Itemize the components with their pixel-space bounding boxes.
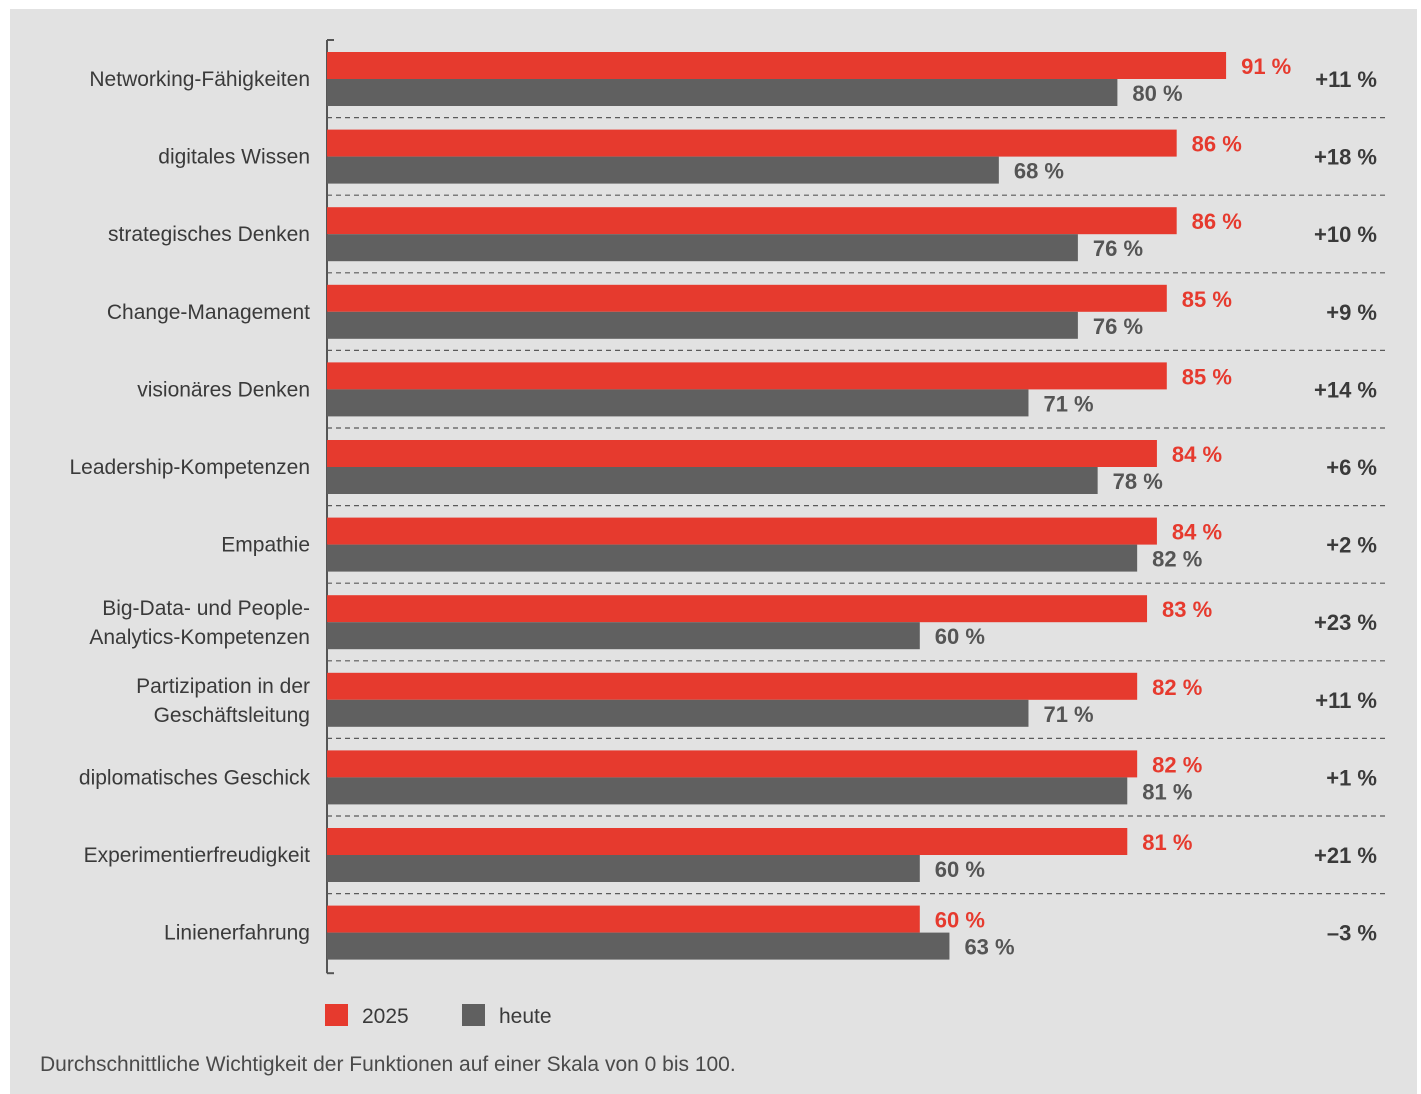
bar-heute [327,855,920,882]
category-label: Experimentierfreudigkeit [84,844,311,867]
data-label-2025: 85 % [1182,364,1232,389]
difference-label: +21 % [1314,843,1377,868]
category-label: Empathie [221,534,310,557]
bar-heute [327,156,999,184]
difference-label: +1 % [1326,765,1377,790]
category-label: visionäres Denken [137,378,310,401]
difference-label: +2 % [1326,533,1377,558]
bar-2025 [327,440,1157,467]
bar-heute [327,932,950,960]
data-label-2025: 60 % [935,908,985,933]
bar-2025 [327,129,1177,157]
data-label-2025: 86 % [1192,209,1242,234]
bar-heute [327,544,1138,572]
data-label-2025: 83 % [1162,597,1212,622]
category-label: Partizipation in der [136,675,310,698]
data-label-heute: 63 % [964,935,1014,960]
bar-heute [327,311,1078,339]
bar-heute [327,467,1098,494]
data-label-2025: 82 % [1152,675,1202,700]
category-label: Leadership-Kompetenzen [70,456,311,479]
data-label-heute: 82 % [1152,547,1202,572]
data-label-2025: 85 % [1182,287,1232,312]
difference-label: +14 % [1314,377,1377,402]
category-label: Linienerfahrung [164,922,310,945]
data-label-heute: 78 % [1113,469,1163,494]
difference-label: +18 % [1314,145,1377,170]
data-label-heute: 71 % [1043,391,1093,416]
category-label: diplomatisches Geschick [79,766,311,789]
bar-heute [327,79,1118,106]
category-label: strategisches Denken [108,223,310,246]
difference-label: –3 % [1327,921,1377,946]
bar-2025 [327,672,1138,700]
difference-label: +6 % [1326,455,1377,480]
difference-label: +11 % [1315,67,1377,92]
bar-heute [327,777,1128,805]
data-label-heute: 76 % [1093,314,1143,339]
legend-swatch-heute [462,1004,485,1026]
data-label-2025: 91 % [1241,54,1291,79]
difference-label: +9 % [1326,300,1377,325]
data-label-heute: 68 % [1014,159,1064,184]
bar-2025 [327,52,1227,79]
data-label-2025: 82 % [1152,752,1202,777]
category-label: digitales Wissen [158,146,310,169]
legend-label-heute: heute [499,1005,552,1028]
category-label: Big-Data- und People- [102,597,310,620]
category-label: Geschäftsleitung [154,704,310,727]
bar-2025 [327,750,1138,778]
bar-heute [327,699,1029,727]
data-label-heute: 60 % [935,857,985,882]
bar-2025 [327,595,1148,623]
difference-label: +10 % [1314,222,1377,247]
data-label-heute: 76 % [1093,236,1143,261]
data-label-2025: 84 % [1172,520,1222,545]
category-label: Analytics-Kompetenzen [89,626,310,649]
data-label-2025: 86 % [1192,132,1242,157]
bar-2025 [327,905,920,933]
bar-2025 [327,517,1157,545]
data-label-heute: 81 % [1142,779,1192,804]
bar-2025 [327,207,1177,235]
data-label-heute: 60 % [935,624,985,649]
bar-heute [327,622,920,650]
legend-label-2025: 2025 [362,1005,409,1028]
bar-2025 [327,362,1167,390]
difference-label: +23 % [1314,610,1377,635]
category-label: Change-Management [107,301,310,324]
category-label: Networking-Fähigkeiten [89,68,310,91]
data-label-2025: 81 % [1142,830,1192,855]
legend-swatch-2025 [325,1004,348,1026]
data-label-2025: 84 % [1172,442,1222,467]
bar-heute [327,234,1078,262]
bar-heute [327,389,1029,417]
data-label-heute: 80 % [1132,81,1182,106]
difference-label: +11 % [1315,688,1377,713]
footnote: Durchschnittliche Wichtigkeit der Funkti… [40,1053,736,1076]
bar-2025 [327,828,1128,855]
bar-2025 [327,284,1167,312]
data-label-heute: 71 % [1043,702,1093,727]
